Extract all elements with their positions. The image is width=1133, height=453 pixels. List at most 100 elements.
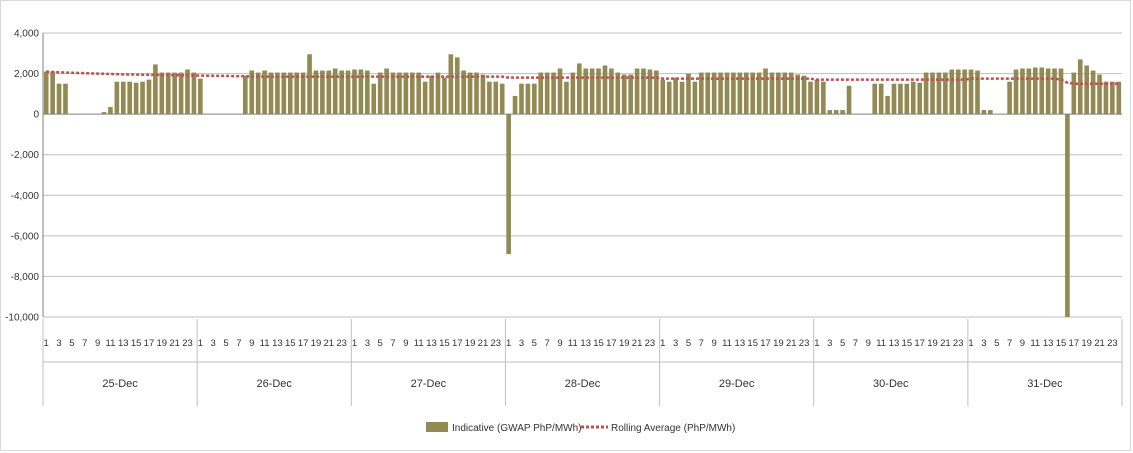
bar	[307, 54, 312, 115]
bar	[506, 114, 511, 255]
bar	[172, 72, 177, 115]
bar	[910, 81, 916, 115]
bar	[1090, 70, 1096, 115]
bar	[1116, 81, 1122, 115]
bar	[570, 72, 576, 115]
bar	[191, 72, 197, 115]
bar	[988, 110, 993, 115]
bar	[397, 72, 402, 115]
bar	[718, 72, 723, 115]
day-label: 29-Dec	[719, 378, 755, 390]
gridlines	[42, 32, 1122, 318]
bar	[127, 81, 133, 115]
bar	[1013, 69, 1019, 115]
bar	[769, 72, 775, 115]
bar	[660, 79, 666, 115]
bar	[1058, 68, 1064, 115]
bar	[454, 57, 460, 115]
hour-tick-label: 11	[876, 338, 886, 349]
bar	[532, 83, 537, 115]
hour-tick-label: 21	[632, 338, 643, 349]
hour-tick-label: 13	[118, 338, 129, 349]
hour-tick-label: 23	[799, 338, 810, 349]
bar	[313, 70, 319, 115]
bar	[519, 83, 524, 115]
hour-tick-label: 7	[390, 338, 395, 349]
day-label: 26-Dec	[256, 378, 292, 390]
bar	[898, 83, 903, 115]
hour-tick-label: 11	[1030, 338, 1040, 349]
hour-tick-label: 11	[568, 338, 578, 349]
bar	[358, 69, 364, 115]
bar	[551, 72, 556, 115]
bar	[647, 69, 653, 115]
hour-tick-label: 1	[814, 338, 819, 349]
bar	[50, 71, 55, 115]
hour-tick-label: 11	[106, 338, 116, 349]
bar	[564, 81, 569, 115]
hour-tick-label: 11	[722, 338, 732, 349]
hour-tick-label: 15	[902, 338, 913, 349]
bar	[737, 72, 743, 115]
bar	[673, 77, 678, 115]
bar	[1052, 68, 1057, 115]
hour-tick-label: 3	[56, 338, 61, 349]
bar	[1007, 81, 1012, 115]
bar	[345, 70, 351, 115]
hour-tick-label: 3	[981, 338, 986, 349]
day-label: 25-Dec	[102, 378, 138, 390]
bar	[596, 68, 601, 115]
bar	[788, 72, 794, 115]
hour-tick-label: 1	[968, 338, 973, 349]
bar	[1032, 67, 1038, 115]
day-label: 30-Dec	[873, 378, 909, 390]
legend-label-indicative: Indicative (GWAP PhP/MWh)	[452, 423, 581, 434]
bar	[339, 70, 344, 115]
bar	[949, 69, 955, 115]
hour-tick-label: 23	[336, 338, 347, 349]
bar	[930, 72, 935, 115]
hour-tick-label: 23	[953, 338, 964, 349]
bar	[1103, 81, 1109, 115]
hour-tick-label: 23	[491, 338, 502, 349]
bar	[1077, 59, 1083, 115]
bar	[878, 83, 884, 115]
bar	[981, 110, 987, 115]
hour-tick-label: 5	[686, 338, 691, 349]
hour-tick-label: 3	[519, 338, 524, 349]
bar	[474, 72, 479, 115]
y-tick-label: -4,000	[11, 191, 40, 202]
bar	[409, 72, 415, 115]
bar	[165, 72, 171, 115]
hour-tick-label: 11	[414, 338, 424, 349]
bar	[705, 72, 711, 115]
rolling-average-line	[46, 70, 1119, 85]
bar	[416, 72, 422, 115]
hour-tick-label: 3	[673, 338, 678, 349]
bar	[525, 83, 531, 115]
hour-tick-label: 7	[82, 338, 87, 349]
bar	[654, 70, 659, 115]
bar	[891, 83, 897, 115]
hour-tick-label: 13	[426, 338, 437, 349]
bar	[108, 107, 113, 115]
bar	[262, 70, 267, 115]
bar	[422, 81, 428, 115]
day-label: 28-Dec	[565, 378, 601, 390]
bar	[487, 81, 492, 115]
hour-tick-label: 1	[660, 338, 665, 349]
hour-tick-label: 11	[260, 338, 270, 349]
bar	[512, 95, 518, 115]
hour-tick-label: 5	[994, 338, 999, 349]
bar	[390, 72, 396, 115]
bar	[576, 63, 582, 115]
bar	[641, 68, 646, 115]
hour-tick-label: 23	[645, 338, 656, 349]
bar	[975, 70, 980, 115]
hour-tick-label: 3	[827, 338, 832, 349]
hour-tick-label: 9	[95, 338, 100, 349]
bar	[724, 72, 730, 115]
hour-tick-label: 19	[927, 338, 938, 349]
bar	[275, 72, 280, 115]
hour-tick-label: 7	[853, 338, 858, 349]
